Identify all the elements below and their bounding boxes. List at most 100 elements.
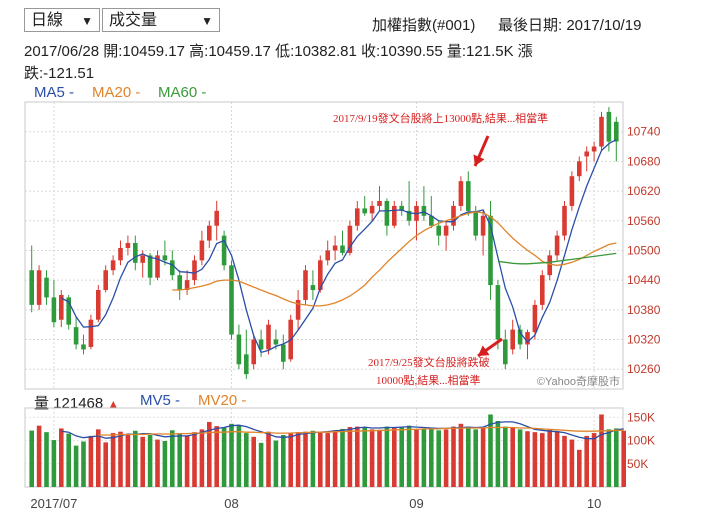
- candle-body: [133, 243, 138, 263]
- volume-bar: [133, 430, 138, 487]
- quote-close: 收:10390.55: [360, 43, 443, 60]
- candle-body: [170, 260, 175, 276]
- candle-body: [59, 294, 64, 320]
- candle-body: [177, 275, 182, 291]
- candle-body: [184, 280, 190, 291]
- candle-body: [332, 245, 338, 251]
- volume-bar: [458, 423, 464, 487]
- candle-body: [73, 327, 79, 345]
- volume-bar: [214, 426, 219, 487]
- index-name: 加權指數(#001): [372, 17, 476, 34]
- volume-tick-label: 150K: [627, 410, 655, 424]
- volume-bar: [510, 427, 515, 487]
- volume-bar: [436, 430, 441, 487]
- candle-body: [591, 146, 597, 152]
- volume-bar: [244, 433, 249, 487]
- candle-body: [140, 255, 145, 263]
- ma60-legend: MA60 -: [158, 84, 207, 101]
- candle-body: [606, 111, 612, 142]
- volume-bar: [125, 434, 131, 487]
- volume-bar: [192, 432, 197, 487]
- volume-bar: [281, 434, 286, 487]
- volume-bar: [81, 441, 86, 487]
- candle-body: [125, 243, 131, 248]
- volume-bar: [229, 423, 234, 487]
- candle-body: [488, 215, 493, 286]
- volume-bar: [273, 440, 279, 487]
- candle-body: [44, 277, 49, 298]
- quote-line: 2017/06/28 開:10459.17 高:10459.17 低:10382…: [24, 40, 533, 61]
- period-select[interactable]: 日線 ▼: [24, 8, 100, 32]
- candle-body: [36, 270, 42, 305]
- candle-body: [377, 200, 382, 206]
- volume-bar: [199, 429, 205, 487]
- price-tick-label: 10500: [627, 243, 661, 257]
- candle-body: [392, 205, 397, 226]
- quote-open: 開:10459.17: [103, 43, 185, 60]
- volume-bar: [473, 429, 478, 487]
- candle-body: [207, 225, 212, 241]
- price-tick-label: 10680: [627, 154, 661, 168]
- volume-bar: [377, 430, 382, 487]
- volume-bar: [488, 414, 493, 487]
- candle-body: [96, 290, 101, 320]
- volume-bar: [384, 426, 390, 487]
- candle-body: [495, 285, 501, 340]
- volume-bar: [318, 432, 323, 487]
- watermark: ©Yahoo奇摩股市: [537, 374, 620, 388]
- candle-body: [118, 247, 123, 261]
- candle-body: [340, 245, 345, 253]
- volume-bar: [258, 442, 264, 487]
- volume-bar: [547, 429, 552, 487]
- candle-body: [103, 270, 108, 291]
- up-triangle-icon: ▲: [107, 397, 120, 411]
- volume-bar: [614, 428, 619, 487]
- candle-body: [384, 200, 390, 226]
- price-tick-label: 10380: [627, 303, 661, 317]
- volume-bar: [429, 428, 434, 487]
- volume-bar: [355, 426, 360, 487]
- volume-bar: [51, 440, 57, 487]
- annotation-text: 10000點,結果...相當準: [376, 373, 481, 387]
- volume-bar: [221, 427, 227, 487]
- volume-bar: [118, 431, 123, 487]
- candle-body: [88, 319, 94, 347]
- candle-body: [347, 225, 353, 253]
- volume-bar: [340, 428, 345, 487]
- candle-body: [547, 255, 552, 276]
- volume-bar: [584, 435, 589, 487]
- volume-bar: [517, 429, 523, 487]
- candle-body: [503, 339, 508, 365]
- annotation-arrow-icon-head: [473, 154, 485, 166]
- candle-body: [510, 329, 515, 350]
- candle-body: [155, 255, 160, 278]
- volume-bar: [562, 435, 567, 487]
- candle-body: [525, 332, 530, 345]
- volume-bar: [184, 435, 190, 487]
- price-tick-label: 10560: [627, 214, 661, 228]
- volume-bar: [36, 425, 42, 487]
- candle-body: [273, 339, 279, 345]
- dropdown-arrow-icon: ▼: [81, 14, 93, 28]
- volume-bar: [88, 435, 94, 487]
- indicator-select[interactable]: 成交量 ▼: [102, 8, 220, 32]
- x-tick-label: 09: [409, 496, 423, 511]
- candle-body: [236, 334, 242, 365]
- candle-body: [66, 297, 71, 325]
- candle-body: [421, 205, 427, 216]
- volume-bar: [162, 440, 168, 487]
- volume-bar: [451, 426, 456, 487]
- volume-bar: [170, 430, 175, 487]
- volume-bar: [569, 439, 575, 487]
- quote-low: 低:10382.81: [275, 43, 357, 60]
- volume-tick-label: 100K: [627, 434, 655, 448]
- candle-body: [295, 299, 301, 320]
- candle-body: [325, 250, 330, 261]
- candle-body: [258, 339, 264, 350]
- price-tick-label: 10440: [627, 273, 661, 287]
- candle-body: [599, 116, 604, 147]
- candle-body: [29, 270, 34, 305]
- dropdown-arrow-icon: ▼: [201, 14, 213, 28]
- volume-bar: [103, 442, 108, 487]
- price-tick-label: 10260: [627, 362, 661, 376]
